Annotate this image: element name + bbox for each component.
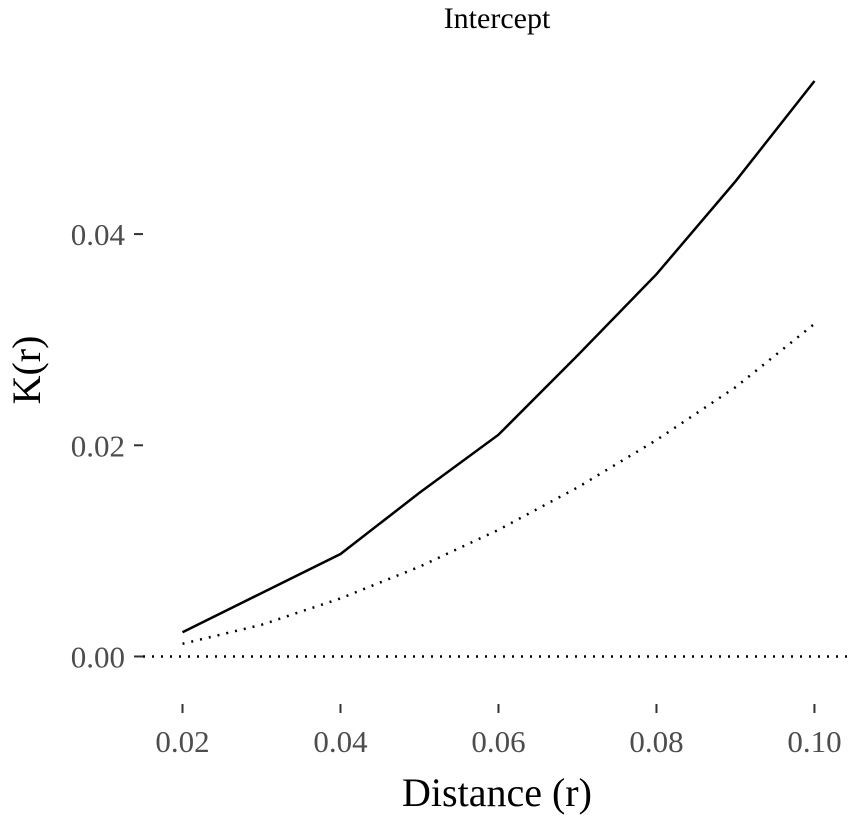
series-dotted-line	[182, 322, 816, 646]
y-axis: 0.00 0.02 0.04	[71, 217, 143, 674]
y-tick-label: 0.02	[71, 428, 125, 463]
y-axis-title: K(r)	[4, 336, 49, 405]
x-axis-title: Distance (r)	[402, 770, 592, 815]
x-tick-label: 0.08	[629, 724, 683, 759]
x-tick-label: 0.06	[471, 724, 525, 759]
chart-title: Intercept	[444, 2, 551, 35]
x-tick-label: 0.04	[313, 724, 368, 759]
y-tick-label: 0.04	[71, 217, 126, 252]
x-tick-label: 0.10	[787, 724, 841, 759]
x-axis: 0.02 0.04 0.06 0.08 0.10	[155, 704, 842, 759]
series-solid-line	[181, 80, 816, 634]
x-tick-label: 0.02	[155, 724, 209, 759]
plot-area	[143, 80, 848, 658]
y-tick-label: 0.00	[71, 639, 125, 674]
